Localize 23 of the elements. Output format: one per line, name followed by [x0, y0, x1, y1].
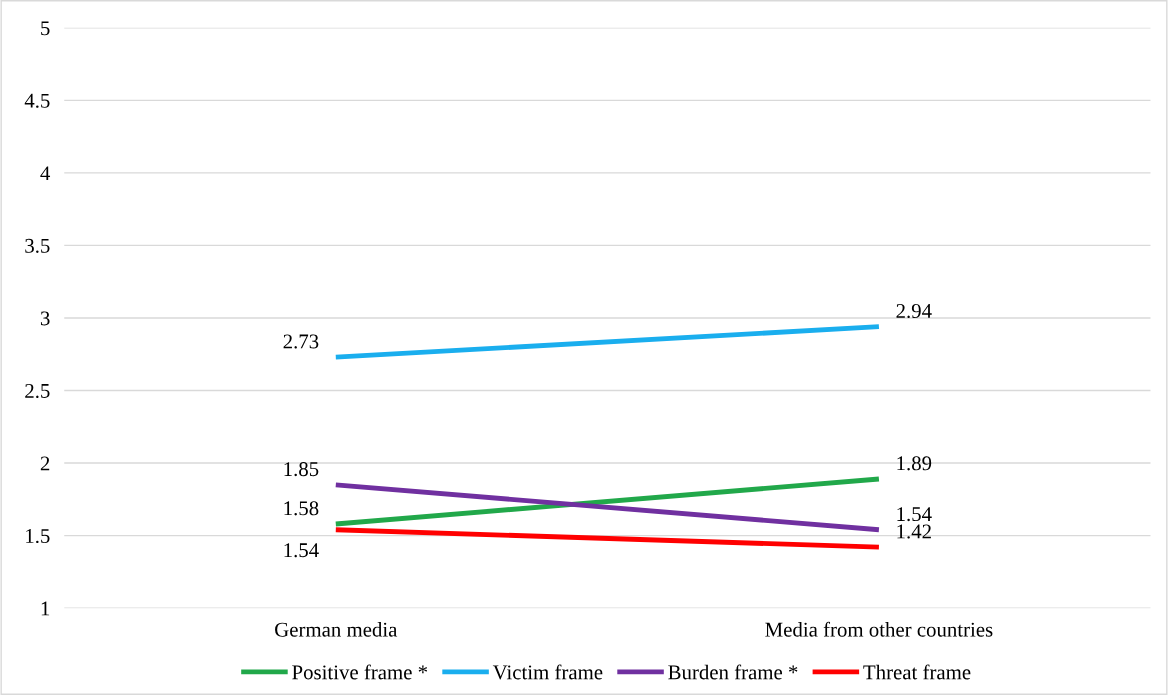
legend-label: Threat frame — [863, 664, 971, 680]
y-tick-label: 2 — [40, 456, 50, 471]
y-tick-label: 4.5 — [24, 93, 50, 108]
y-tick-label: 5 — [41, 21, 50, 36]
data-label: 2.73 — [283, 334, 319, 349]
legend-label: Burden frame * — [668, 664, 798, 680]
data-label: 2.94 — [896, 303, 932, 319]
legend-label: Victim frame — [492, 664, 603, 680]
y-tick-label: 1 — [41, 601, 50, 616]
data-label: 1.58 — [284, 501, 319, 516]
y-tick-label: 4 — [40, 166, 51, 181]
data-label: 1.85 — [284, 462, 319, 477]
y-tick-label: 3.5 — [25, 238, 50, 253]
data-label: 1.54 — [897, 507, 932, 522]
y-tick-label: 1.5 — [26, 529, 50, 544]
data-label: 1.54 — [284, 543, 319, 558]
y-tick-label: 3 — [40, 311, 50, 326]
x-tick-label: Media from other countries — [765, 621, 993, 637]
legend-label: Positive frame * — [292, 664, 428, 680]
data-label: 1.89 — [897, 456, 932, 471]
y-tick-label: 2.5 — [25, 383, 50, 399]
x-tick-label: German media — [275, 622, 398, 637]
data-label: 1.42 — [897, 524, 931, 539]
